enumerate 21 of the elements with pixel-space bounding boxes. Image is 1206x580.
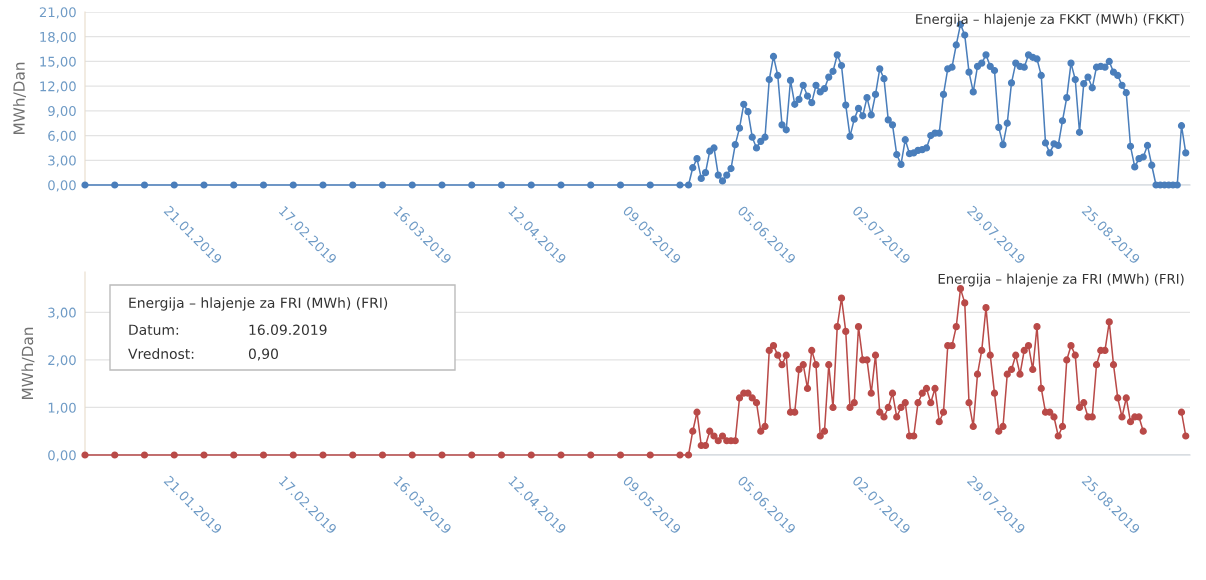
y-tick-label: 6,00: [48, 130, 76, 143]
y-axis-title: MWh/Dan: [13, 62, 27, 134]
series-label: Energija – hlajenje za FRI (MWh) (FRI): [938, 273, 1184, 287]
y-tick-label: 3,00: [48, 307, 76, 319]
text: Energija – hlajenje za FKKT (MWh) (FKKT): [916, 13, 1184, 27]
annotation: Energija – hlajenje za FRI (MWh) (FRI): [129, 297, 388, 311]
annotation: Datum:: [129, 324, 179, 336]
annotation: Vrednost:: [128, 348, 194, 360]
y-axis-title: MWh/Dan: [21, 327, 35, 399]
y-tick-label: 21,00: [39, 7, 76, 19]
y-tick-label: 15,00: [40, 56, 76, 68]
y-tick-label: 9,00: [48, 106, 76, 118]
y-tick-label: 3,00: [48, 155, 76, 167]
y-tick-label: 12,00: [40, 81, 76, 93]
annotation: 16.09.2019: [249, 324, 327, 336]
y-tick-label: 0,00: [48, 450, 76, 462]
y-tick-label: 1,00: [48, 402, 76, 415]
annotation: 0,90: [248, 348, 278, 361]
y-tick-label: 0,00: [48, 180, 76, 192]
y-tick-label: 18,00: [40, 31, 76, 44]
y-tick-label: 2,00: [48, 355, 76, 367]
